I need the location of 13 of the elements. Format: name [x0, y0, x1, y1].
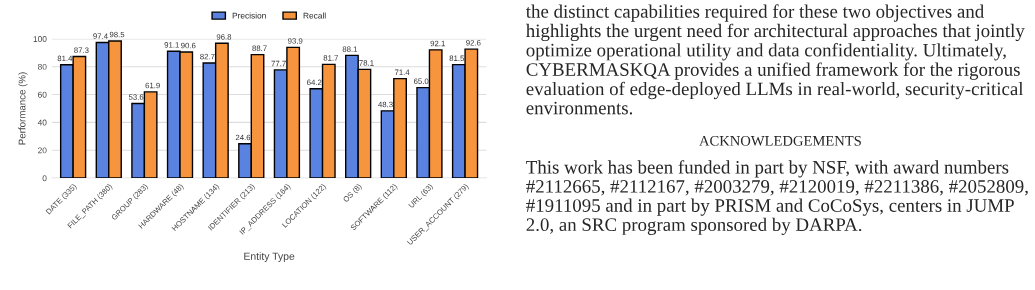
text: the distinct capabilities required for these two objectives and highlights the urgent need for architectural approaches that jointly optimize operational utility and data confidentiality. Ultimately, CYBERMASKQA provides a unified framework for the rigorous evaluation of edge-deployed LLMs in real-world, security-critical environments.: [525, 4, 1025, 115]
y-tick-label: 60: [38, 91, 47, 98]
y-tick-label: 40: [37, 119, 47, 126]
y-tick-label: 20: [38, 147, 47, 154]
y-tick-label: 100: [33, 36, 47, 42]
x-axis-title: Entity Type: [244, 252, 295, 262]
text: ACKNOWLEDGEMENTS: [699, 135, 861, 146]
legend-label: Recall: [303, 12, 326, 19]
y-tick-label: 80: [37, 63, 47, 70]
y-axis-title: Performance (%): [18, 72, 28, 145]
y-tick-label: 0: [42, 175, 47, 182]
text: This work has been funded in part by NSF, with award numbers #2112665, #2112167, #2003279, #2120019, #2211386, #2052809, #1911095 and in part by PRISM and CoCoSys, centers in JUMP 2.0, an SRC program sponsored by DARPA.: [526, 160, 1028, 235]
legend-label: Precision: [232, 12, 266, 19]
